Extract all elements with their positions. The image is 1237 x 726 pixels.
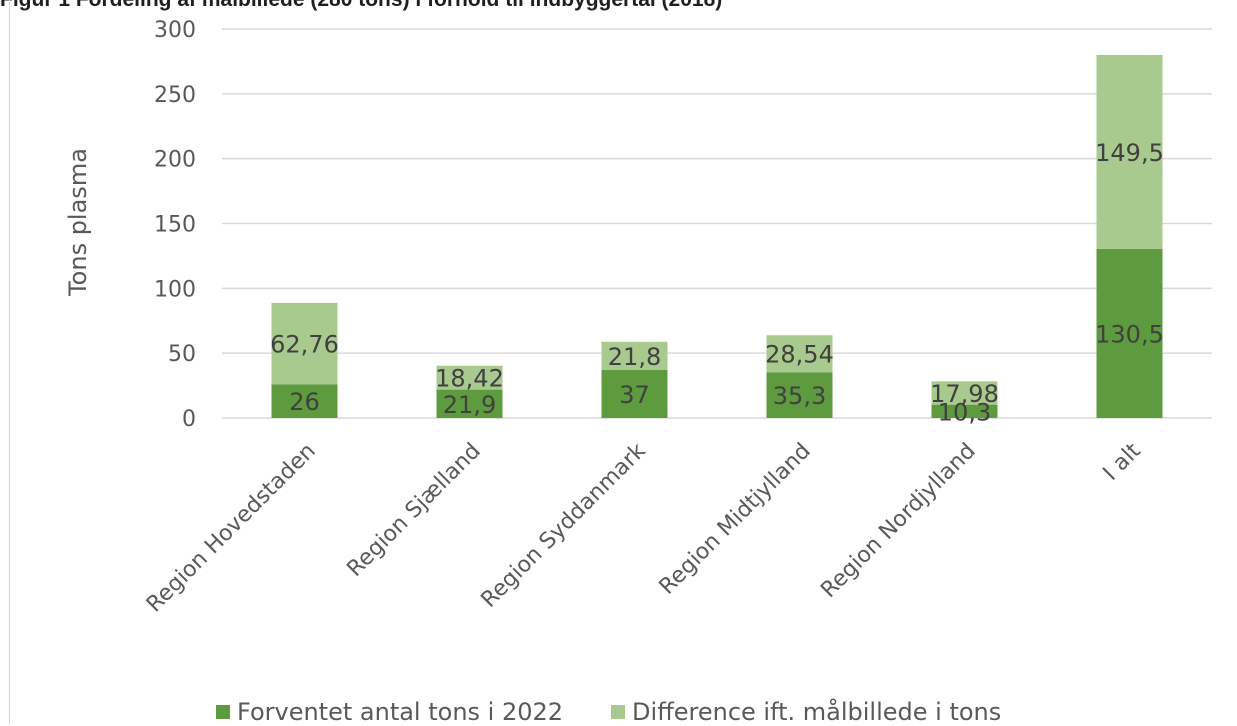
legend-swatch-forventet <box>216 705 230 719</box>
data-label: 18,42 <box>435 365 504 393</box>
y-tick-label: 50 <box>168 342 196 367</box>
left-border <box>9 0 10 724</box>
data-label: 62,76 <box>270 331 339 359</box>
bar-segment <box>601 341 668 371</box>
bar-segment <box>931 404 998 418</box>
legend-swatch-difference <box>611 705 626 719</box>
x-tick-label: Region Midtjylland <box>655 439 816 600</box>
legend-item-forventet: Forventet antal tons i 2022 <box>216 698 563 726</box>
y-tick-label: 300 <box>154 18 196 43</box>
legend-item-difference: Difference ift. målbillede i tons <box>611 698 1001 726</box>
y-tick-label: 0 <box>182 407 196 432</box>
data-label: 21,8 <box>608 343 661 371</box>
y-tick-label: 150 <box>154 213 196 238</box>
y-tick-label: 100 <box>154 277 196 302</box>
x-tick-label: Region Nordjylland <box>816 439 980 603</box>
bar-segment <box>931 381 998 405</box>
legend: Forventet antal tons i 2022 Difference i… <box>216 698 1049 726</box>
y-axis-title: Tons plasma <box>64 148 92 297</box>
x-tick-label: Region Sjælland <box>342 439 485 582</box>
data-label: 21,9 <box>443 391 496 419</box>
x-tick-label: Region Hovedstaden <box>142 439 321 618</box>
bar-segment <box>766 372 833 418</box>
data-label: 35,3 <box>773 382 826 410</box>
bar-segment <box>766 335 833 373</box>
bar-segment <box>436 365 503 390</box>
data-label: 26 <box>289 388 320 416</box>
bar-segment <box>271 302 338 385</box>
x-tick-label: I alt <box>1099 438 1146 485</box>
bar-segment <box>436 389 503 418</box>
data-label: 130,5 <box>1095 320 1164 348</box>
bar-segment <box>271 384 338 418</box>
data-label: 37 <box>619 381 650 409</box>
bar-segment <box>1096 54 1163 249</box>
y-tick-label: 200 <box>154 148 196 173</box>
data-label: 10,3 <box>938 398 991 426</box>
bar-segment <box>601 370 668 418</box>
data-label: 149,5 <box>1095 139 1164 167</box>
y-tick-label: 250 <box>154 83 196 108</box>
bar-segment <box>1096 248 1163 418</box>
data-label: 28,54 <box>765 341 834 369</box>
data-label: 17,98 <box>930 380 999 408</box>
legend-label-difference: Difference ift. målbillede i tons <box>632 698 1002 726</box>
legend-label-forventet: Forventet antal tons i 2022 <box>237 698 564 726</box>
x-tick-label: Region Syddanmark <box>477 438 651 612</box>
chart-title: Figur 1 Fordeling af målbillede (280 ton… <box>0 0 722 12</box>
